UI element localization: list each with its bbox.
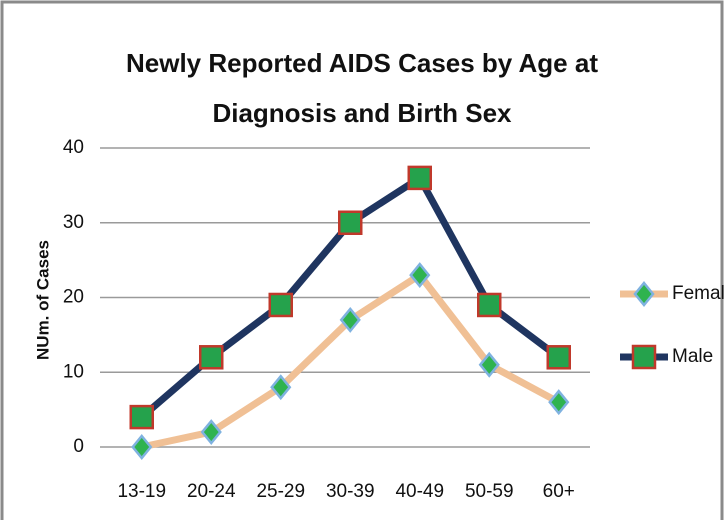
marker	[131, 434, 153, 460]
marker	[129, 404, 154, 430]
marker	[270, 374, 292, 401]
x-tick-label: 30-39	[326, 481, 375, 502]
marker	[477, 292, 502, 318]
legend-label: Female	[672, 283, 724, 304]
x-tick-label: 50-59	[465, 481, 514, 502]
chart-title: Newly Reported AIDS Cases by Age at Diag…	[126, 48, 598, 128]
marker	[338, 210, 363, 235]
marker	[633, 281, 655, 307]
y-tick-label: 20	[63, 287, 84, 308]
x-tick-label: 60+	[543, 481, 575, 502]
y-tick-label: 30	[63, 212, 84, 233]
marker	[478, 351, 500, 378]
marker	[409, 262, 431, 289]
x-tick-label: 40-49	[395, 481, 444, 502]
y-tick-label: 40	[63, 137, 84, 158]
marker	[200, 419, 222, 446]
marker	[268, 292, 293, 318]
y-tick-label: 0	[73, 436, 84, 457]
marker	[546, 345, 571, 370]
x-tick-label: 20-24	[187, 481, 236, 502]
marker	[407, 165, 432, 191]
marker	[199, 345, 224, 370]
marker	[631, 344, 657, 370]
legend-label: Male	[672, 346, 713, 367]
y-tick-label: 10	[63, 361, 84, 382]
x-tick-label: 25-29	[256, 481, 305, 502]
x-tick-label: 13-19	[117, 481, 166, 502]
marker	[339, 306, 361, 333]
marker	[548, 389, 570, 416]
y-axis-label: NUm. of Cases	[33, 240, 52, 360]
